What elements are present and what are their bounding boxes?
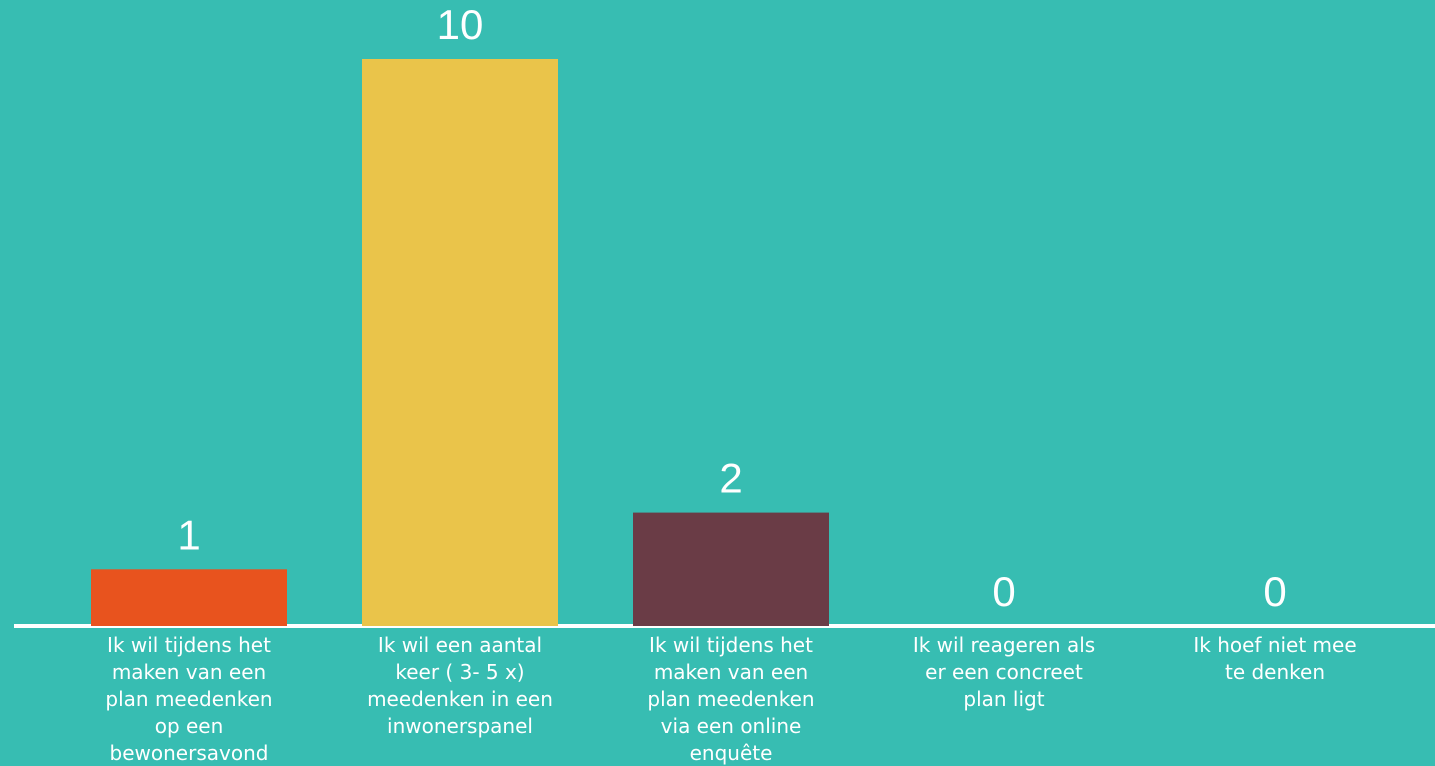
bar-1 bbox=[91, 569, 287, 626]
value-label-1: 1 bbox=[177, 511, 200, 558]
category-label-5: Ik hoef niet mee te denken bbox=[1193, 633, 1356, 684]
value-labels-group: 1 10 2 0 0 bbox=[177, 1, 1286, 615]
category-label-3: Ik wil tijdens het maken van een plan meed… bbox=[647, 633, 814, 765]
category-label-1: Ik wil tijdens het maken van een plan meed… bbox=[105, 633, 272, 765]
value-label-4: 0 bbox=[992, 568, 1015, 615]
bar-2 bbox=[362, 59, 558, 626]
bar-3 bbox=[633, 512, 829, 626]
category-label-4: Ik wil reageren als er een concreet plan l… bbox=[913, 633, 1095, 711]
category-label-2: Ik wil een aantal keer ( 3- 5 x) meedenken… bbox=[367, 633, 553, 738]
category-labels-group: Ik wil tijdens het maken van een plan meed… bbox=[105, 633, 1356, 765]
bars-group bbox=[91, 59, 829, 626]
value-label-2: 10 bbox=[437, 1, 484, 48]
value-label-5: 0 bbox=[1263, 568, 1286, 615]
value-label-3: 2 bbox=[719, 455, 742, 502]
